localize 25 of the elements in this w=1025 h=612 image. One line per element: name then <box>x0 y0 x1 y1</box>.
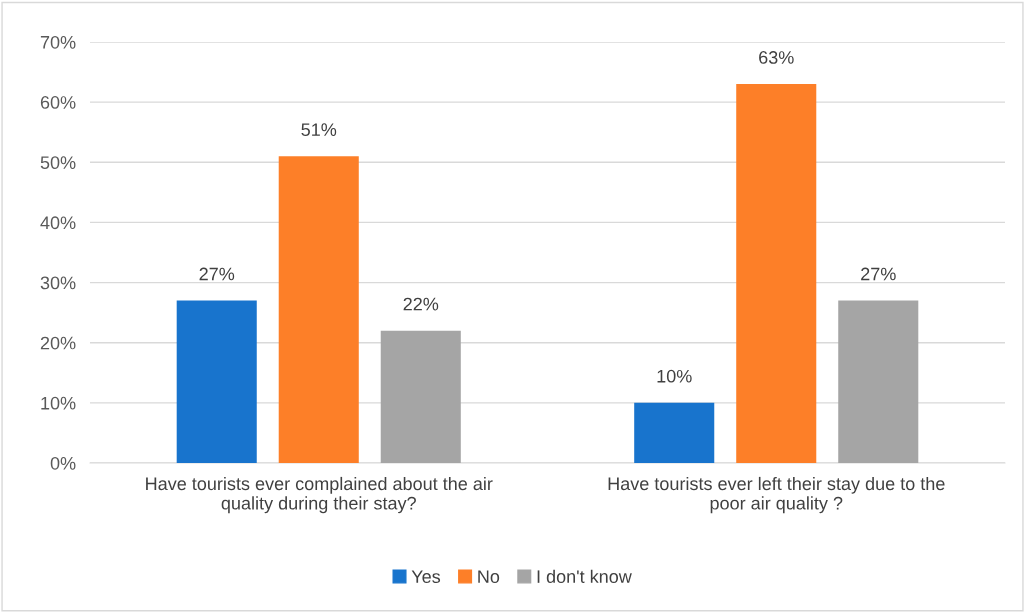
bar <box>380 330 461 463</box>
data-label: 27% <box>861 267 896 281</box>
y-tick-label: 10% <box>41 396 76 410</box>
y-tick-label: 20% <box>40 336 76 350</box>
x-tick-label: Have tourists ever left their stay due to the poor air quality ? <box>608 476 945 514</box>
data-label: 22% <box>403 297 439 311</box>
y-tick-label: 70% <box>40 35 76 49</box>
bar <box>736 84 817 463</box>
data-label: 51% <box>301 123 337 137</box>
y-tick-label: 60% <box>40 96 76 109</box>
bar <box>634 402 715 463</box>
y-tick-label: 0% <box>50 456 76 470</box>
y-tick-label: 50% <box>40 156 76 170</box>
legend-label: No <box>478 570 500 583</box>
x-tick-label: Have tourists ever complained about the air quality during their stay? <box>146 476 493 514</box>
legend-label: I don't know <box>537 569 632 583</box>
bar <box>278 156 359 463</box>
data-label: 10% <box>657 369 692 383</box>
bar <box>176 300 257 463</box>
y-tick-label: 30% <box>40 276 76 290</box>
y-tick-label: 40% <box>40 216 76 230</box>
bar <box>838 300 919 463</box>
legend-label: Yes <box>411 570 441 583</box>
data-label: 63% <box>759 51 794 64</box>
data-label: 27% <box>199 267 235 281</box>
